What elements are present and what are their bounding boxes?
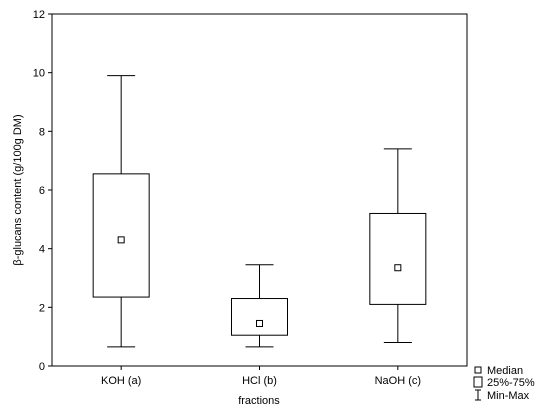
- boxes-group: [92, 75, 427, 348]
- iqr-box: [92, 173, 150, 298]
- legend-label: 25%-75%: [487, 377, 535, 389]
- legend-box-symbol: [473, 376, 483, 388]
- y-tick-label: 0: [39, 361, 45, 373]
- y-tick-label: 2: [39, 302, 45, 314]
- x-tick-label: NaOH (c): [375, 375, 421, 387]
- y-axis: 0 2 4 6 8 10 12: [33, 9, 52, 373]
- y-tick-label: 8: [39, 126, 45, 138]
- y-tick-label: 12: [33, 9, 45, 21]
- x-tick-label: HCl (b): [242, 375, 277, 387]
- x-tick-label: KOH (a): [101, 375, 141, 387]
- y-tick-label: 4: [39, 244, 45, 256]
- iqr-box: [369, 212, 427, 305]
- box-3: [369, 148, 427, 344]
- legend-label: Min-Max: [487, 390, 530, 402]
- median-marker: [394, 264, 402, 272]
- iqr-box: [231, 298, 288, 336]
- x-axis: KOH (a) HCl (b) NaOH (c): [101, 366, 421, 387]
- median-marker: [117, 236, 125, 244]
- median-marker: [256, 319, 263, 327]
- x-axis-label: fractions: [238, 395, 280, 407]
- y-axis-label: β-glucans content (g/100g DM): [12, 114, 24, 265]
- box-2: [231, 264, 288, 348]
- legend-median-symbol: [474, 366, 482, 374]
- y-tick-label: 10: [33, 68, 45, 80]
- legend-label: Median: [487, 365, 523, 377]
- y-tick-label: 6: [39, 185, 45, 197]
- box-1: [92, 75, 150, 348]
